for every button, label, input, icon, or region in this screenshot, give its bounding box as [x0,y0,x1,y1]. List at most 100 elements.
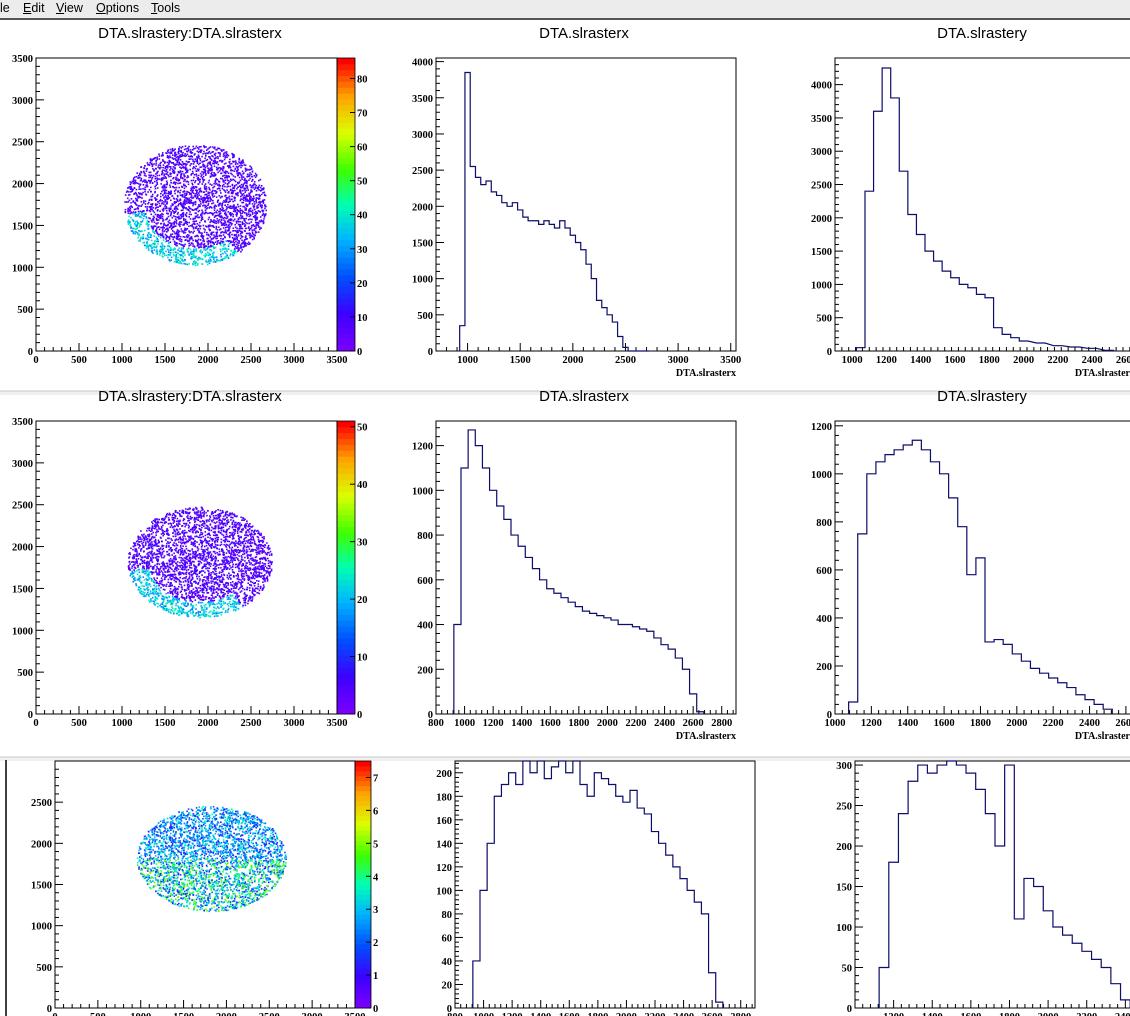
color-palette: 0 10 20 30 40 50 [336,420,368,721]
x-tick-label: 1000 [473,1012,494,1016]
y-tick-label: 1000 [12,626,33,637]
plot-frame [854,760,1130,1009]
histogram-plot-5: 1000 1200 1400 1600 1800 2000 2200 2400 2600 0 200… [811,420,1130,742]
x-tick-label: 1400 [922,1012,943,1016]
palette-tick-label: 80 [357,74,368,85]
x-tick-label: 1200 [883,1012,904,1016]
x-tick-label: 2800 [711,718,732,729]
x-tick-label: 2600 [683,718,704,729]
x-tick-label: 1800 [979,355,1000,366]
menu-bar: le Edit View Options Tools [0,0,1130,20]
plot-frame [834,420,1130,715]
x-tick-label: 2200 [1043,718,1064,729]
palette-tick-label: 5 [373,839,378,850]
x-tick-label: 1200 [483,718,504,729]
palette-tick-label: 2 [373,938,378,949]
x-tick-label: 1600 [960,1012,981,1016]
plot-frame [35,57,338,352]
menu-options[interactable]: Options [96,1,140,15]
histogram-line [453,429,705,714]
x-tick-label: 1800 [970,718,991,729]
x-tick-label: 1400 [897,718,918,729]
x-tick-label: 2000 [198,718,219,729]
x-tick-label: 2000 [1006,718,1027,729]
x-tick-label: 2000 [216,1012,237,1016]
y-tick-label: 3500 [12,417,33,428]
y-tick-label: 800 [417,531,433,542]
plot-title: DTA.slrasterx [539,25,629,42]
x-tick-label: 1000 [112,355,133,366]
y-tick-label: 1500 [811,247,832,258]
plot-frame [54,760,356,1009]
plot-frame [435,420,737,715]
y-tick-label: 500 [17,668,33,679]
y-tick-label: 2500 [31,798,52,809]
x-tick-label: 1200 [861,718,882,729]
x-tick-label: 3000 [284,355,305,366]
y-tick-label: 20 [442,980,453,991]
y-tick-label: 60 [442,933,453,944]
y-tick-label: 2500 [12,501,33,512]
pad-separator [0,391,1130,395]
y-tick-label: 500 [417,311,433,322]
y-tick-label: 500 [36,963,52,974]
x-tick-label: 3500 [327,355,348,366]
y-tick-label: 4000 [412,58,433,69]
y-tick-label: 4000 [811,81,832,92]
palette-tick-label: 10 [357,313,368,324]
histogram-line [472,760,724,1008]
x-tick-label: 2000 [1013,355,1034,366]
x-tick-label: 3500 [345,1012,366,1016]
histogram-line [855,67,1115,351]
x-axis-title: DTA.slrasterx [676,368,736,379]
y-tick-label: 120 [436,863,452,874]
x-tick-label: 2500 [241,718,262,729]
y-tick-label: 2000 [12,543,33,554]
palette-tick-label: 1 [373,971,378,982]
x-tick-label: 3000 [302,1012,323,1016]
plot-title: DTA.slrastery:DTA.slrasterx [98,25,282,42]
y-tick-label: 200 [816,662,832,673]
palette-tick-label: 20 [357,595,368,606]
y-tick-label: 600 [417,576,433,587]
y-tick-label: 2500 [412,166,433,177]
x-tick-label: 800 [428,718,444,729]
y-tick-label: 0 [28,710,33,721]
y-tick-label: 150 [836,883,852,894]
y-tick-label: 200 [436,769,452,780]
x-tick-label: 2200 [645,1012,666,1016]
menu-tools[interactable]: Tools [151,1,181,15]
x-tick-label: 2800 [730,1012,751,1016]
y-tick-label: 400 [816,614,832,625]
x-tick-label: 1000 [112,718,133,729]
density-points [136,805,287,913]
x-tick-label: 1600 [540,718,561,729]
x-tick-label: 3500 [327,718,348,729]
x-tick-label: 1600 [945,355,966,366]
y-tick-label: 0 [827,347,832,358]
palette-tick-label: 70 [357,109,368,120]
histogram-plot-8: 1200 1400 1600 1800 2000 2200 2400 0 50 100 150 200… [836,760,1130,1016]
x-tick-label: 1800 [999,1012,1020,1016]
menu-le[interactable]: le [0,1,10,15]
color-palette: 0 10 20 30 40 50 60 70 80 [336,57,368,358]
x-tick-label: 800 [447,1012,463,1016]
palette-tick-label: 7 [373,773,378,784]
menu-view[interactable]: View [56,1,83,15]
x-tick-label: 0 [33,718,38,729]
menu-edit[interactable]: Edit [23,1,45,15]
x-tick-label: 3000 [284,718,305,729]
x-tick-label: 1800 [587,1012,608,1016]
plot-frame [834,57,1130,352]
y-tick-label: 200 [836,842,852,853]
histogram-line [459,71,650,352]
y-tick-label: 140 [436,839,452,850]
x-tick-label: 1400 [511,718,532,729]
x-tick-label: 2400 [673,1012,694,1016]
y-tick-label: 500 [816,314,832,325]
palette-tick-label: 50 [357,423,368,434]
palette-tick-label: 0 [373,1004,378,1015]
x-tick-label: 1500 [155,718,176,729]
y-tick-label: 1000 [811,280,832,291]
